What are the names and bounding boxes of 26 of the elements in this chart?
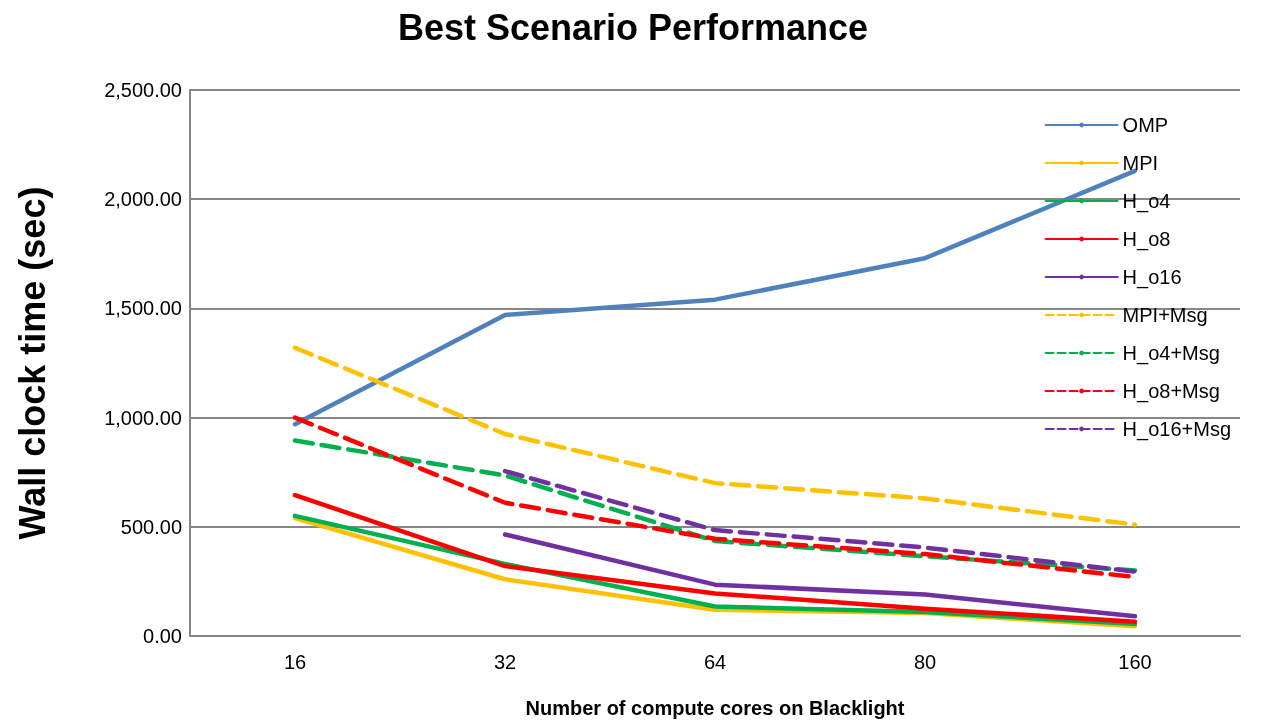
legend-label: H_o8+Msg xyxy=(1122,380,1220,403)
legend-label: H_o16 xyxy=(1122,266,1182,289)
legend-label: H_o8 xyxy=(1122,228,1171,251)
y-tick-label: 1,500.00 xyxy=(104,297,182,320)
x-tick-label: 160 xyxy=(1118,651,1152,673)
y-tick-label: 2,500.00 xyxy=(104,79,182,101)
line-series xyxy=(292,492,1138,625)
chart-title: Best Scenario Performance xyxy=(397,6,869,48)
line-series xyxy=(502,532,1138,619)
y-tick-label: 2,000.00 xyxy=(104,188,182,211)
x-axis-title: Number of compute cores on Blacklight xyxy=(525,697,905,719)
x-tick-label: 64 xyxy=(703,651,727,673)
y-tick-label: 1,000.00 xyxy=(104,406,182,429)
x-tick-label: 80 xyxy=(913,651,937,673)
y-tick-label: 500.00 xyxy=(120,515,182,538)
legend-label: OMP xyxy=(1122,114,1169,136)
x-tick-label: 16 xyxy=(283,651,307,673)
legend-label: H_o4+Msg xyxy=(1122,342,1220,365)
y-tick-label: 0.00 xyxy=(143,625,182,647)
legend-label: H_o16+Msg xyxy=(1122,418,1232,441)
line-series xyxy=(502,468,1138,574)
legend-label: H_o4 xyxy=(1122,190,1171,213)
legend-label: MPI xyxy=(1122,152,1159,174)
x-tick-label: 32 xyxy=(493,651,517,673)
y-axis-title: Wall clock time (sec) xyxy=(11,186,53,540)
legend-label: MPI+Msg xyxy=(1122,304,1208,326)
